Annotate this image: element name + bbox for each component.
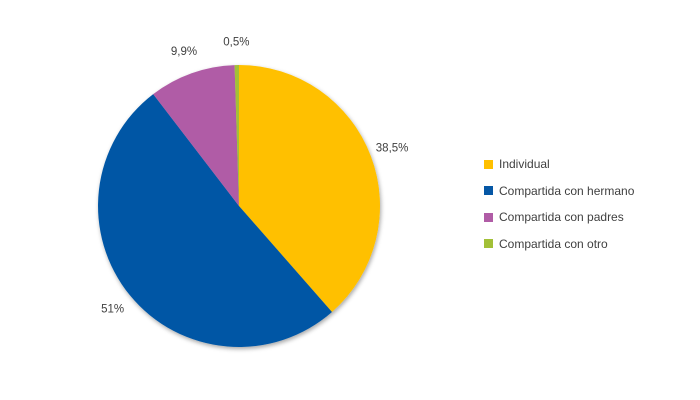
pie-value-label: 38,5% bbox=[376, 142, 409, 154]
legend-item-compartida-con-otro: Compartida con otro bbox=[484, 237, 634, 251]
chart-legend: Individual Compartida con hermano Compar… bbox=[484, 157, 634, 251]
legend-item-compartida-con-padres: Compartida con padres bbox=[484, 210, 634, 224]
pie-value-label: 51% bbox=[101, 304, 124, 316]
pie-slice-compartida-con-hermano bbox=[98, 94, 332, 347]
pie-slice-individual bbox=[239, 65, 381, 312]
legend-swatch-individual bbox=[484, 159, 493, 169]
legend-label: Compartida con padres bbox=[499, 210, 624, 224]
pie-slice-compartida-con-padres bbox=[153, 65, 239, 206]
pie-slices-group bbox=[98, 65, 381, 347]
legend-item-individual: Individual bbox=[484, 157, 634, 171]
legend-label: Compartida con otro bbox=[499, 236, 608, 251]
pie-slice-compartida-con-otro bbox=[234, 65, 239, 206]
legend-item-compartida-con-hermano: Compartida con hermano bbox=[484, 184, 634, 198]
legend-label: Individual bbox=[499, 157, 550, 171]
pie-slice-labels-group: 38,5% 51% 9,9% 0,5% bbox=[101, 37, 408, 316]
legend-swatch-compartida-con-hermano bbox=[484, 186, 493, 195]
legend-label: Compartida con hermano bbox=[499, 183, 635, 198]
legend-swatch-compartida-con-otro bbox=[484, 239, 493, 248]
pie-value-label: 9,9% bbox=[171, 46, 197, 58]
legend-swatch-compartida-con-padres bbox=[484, 212, 493, 222]
pie-value-label: 0,5% bbox=[223, 37, 249, 49]
